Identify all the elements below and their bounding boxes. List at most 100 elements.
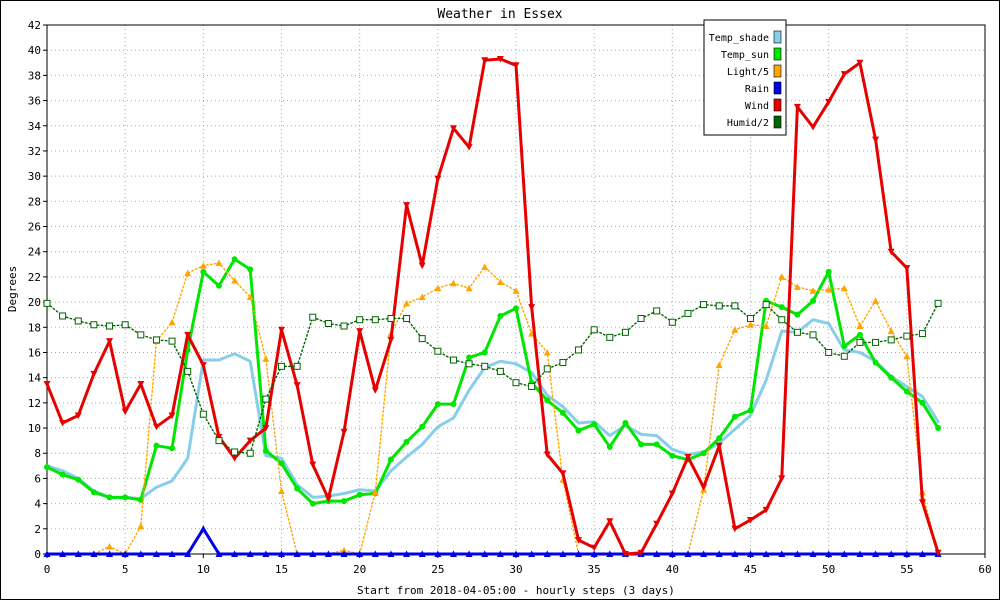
light-5-point (872, 297, 880, 304)
rain-point (106, 550, 114, 557)
wind-point (90, 370, 98, 378)
light-5-point (856, 322, 864, 330)
humid-2-point (215, 437, 223, 445)
temp-sun-point (622, 420, 629, 427)
rain-point (606, 550, 614, 557)
y-tick-label: 18 (28, 321, 41, 334)
humid-2-point (887, 336, 895, 344)
humid-2-point (918, 330, 926, 338)
temp-sun-point (606, 443, 613, 450)
light-5-point (137, 522, 145, 530)
legend-label-light-5: Light/5 (727, 67, 769, 78)
wind-point (387, 336, 395, 344)
rain-point (137, 550, 145, 557)
humid-2-point (825, 348, 833, 356)
rain-point (590, 550, 598, 557)
wind-point (840, 71, 848, 78)
wind-point (872, 136, 880, 144)
wind-point (543, 451, 551, 458)
wind-point (559, 470, 567, 477)
rain-point (856, 550, 864, 557)
rain-point (528, 550, 536, 557)
humid-2-point (809, 331, 817, 339)
temp-sun-point (903, 388, 910, 395)
wind-point (106, 338, 114, 345)
y-tick-label: 30 (28, 170, 41, 183)
wind-point (168, 412, 176, 419)
rain-point (340, 550, 348, 557)
y-tick-label: 24 (28, 246, 42, 259)
y-tick-label: 34 (28, 120, 42, 133)
wind-point (934, 549, 942, 557)
wind-point (793, 103, 801, 111)
rain-point (231, 550, 239, 557)
wind-point (856, 59, 864, 67)
humid-2-point (90, 321, 98, 329)
y-tick-label: 26 (28, 221, 41, 234)
y-tick-label: 38 (28, 69, 41, 82)
temp-sun-point (778, 304, 785, 311)
light-5-point (403, 299, 411, 307)
y-tick-label: 32 (28, 145, 41, 158)
light-5-point (215, 259, 223, 267)
humid-2-point (653, 307, 661, 315)
humid-2-point (231, 448, 239, 456)
humid-2-point (371, 316, 379, 324)
wind-point (668, 490, 676, 498)
humid-2-point (278, 362, 285, 370)
wind-point (184, 331, 192, 339)
wind-point (715, 442, 723, 450)
y-tick-label: 22 (28, 271, 41, 284)
y-tick-label: 8 (34, 447, 41, 460)
humid-2-point (465, 360, 473, 368)
legend-swatch-humid-2 (773, 115, 782, 129)
wind-point (731, 525, 739, 533)
wind-point (653, 520, 661, 528)
wind-point (121, 408, 129, 416)
humid-2-point (387, 314, 395, 322)
humid-2-point (700, 301, 708, 309)
x-tick-label: 50 (822, 563, 835, 576)
light-5-point (465, 284, 473, 292)
rain-point (809, 550, 817, 557)
temp-sun-point (262, 447, 269, 454)
temp-sun-point (44, 464, 50, 471)
humid-2-point (59, 312, 67, 320)
temp-sun-point (106, 494, 113, 501)
x-tick-label: 45 (744, 563, 757, 576)
rain-point (747, 550, 754, 557)
rain-point (731, 550, 739, 557)
wind-point (137, 380, 145, 388)
temp-sun-point (544, 397, 551, 404)
temp-sun-point (919, 399, 926, 406)
temp-sun-point (309, 500, 316, 507)
temp-sun-point (403, 438, 410, 445)
rain-point (356, 550, 364, 557)
humid-2-point (606, 333, 614, 341)
temp-sun-point (481, 349, 488, 356)
light-5-point (512, 287, 520, 294)
wind-point (59, 420, 67, 427)
humid-2-point (449, 356, 457, 364)
temp-sun-point (122, 494, 129, 501)
wind-point (481, 57, 489, 64)
rain-point (74, 550, 82, 557)
x-tick-label: 60 (978, 563, 991, 576)
legend-swatch-light-5 (773, 64, 782, 78)
legend-label-temp-sun: Temp_sun (721, 50, 769, 61)
wind-point (528, 304, 536, 311)
wind-point (887, 248, 895, 256)
wind-point (637, 549, 645, 557)
humid-2-point (903, 332, 911, 340)
humid-2-point (324, 320, 332, 328)
light-5-point (246, 293, 254, 301)
x-tick-label: 0 (44, 563, 51, 576)
legend-label-rain: Rain (745, 84, 769, 95)
light-5-point (887, 327, 895, 335)
temp-sun-point (888, 374, 895, 381)
light-5-point (496, 278, 504, 285)
wind-point (309, 461, 317, 469)
temp-sun-point (497, 312, 504, 319)
temp-sun-point (215, 282, 222, 289)
humid-2-point (340, 322, 348, 330)
